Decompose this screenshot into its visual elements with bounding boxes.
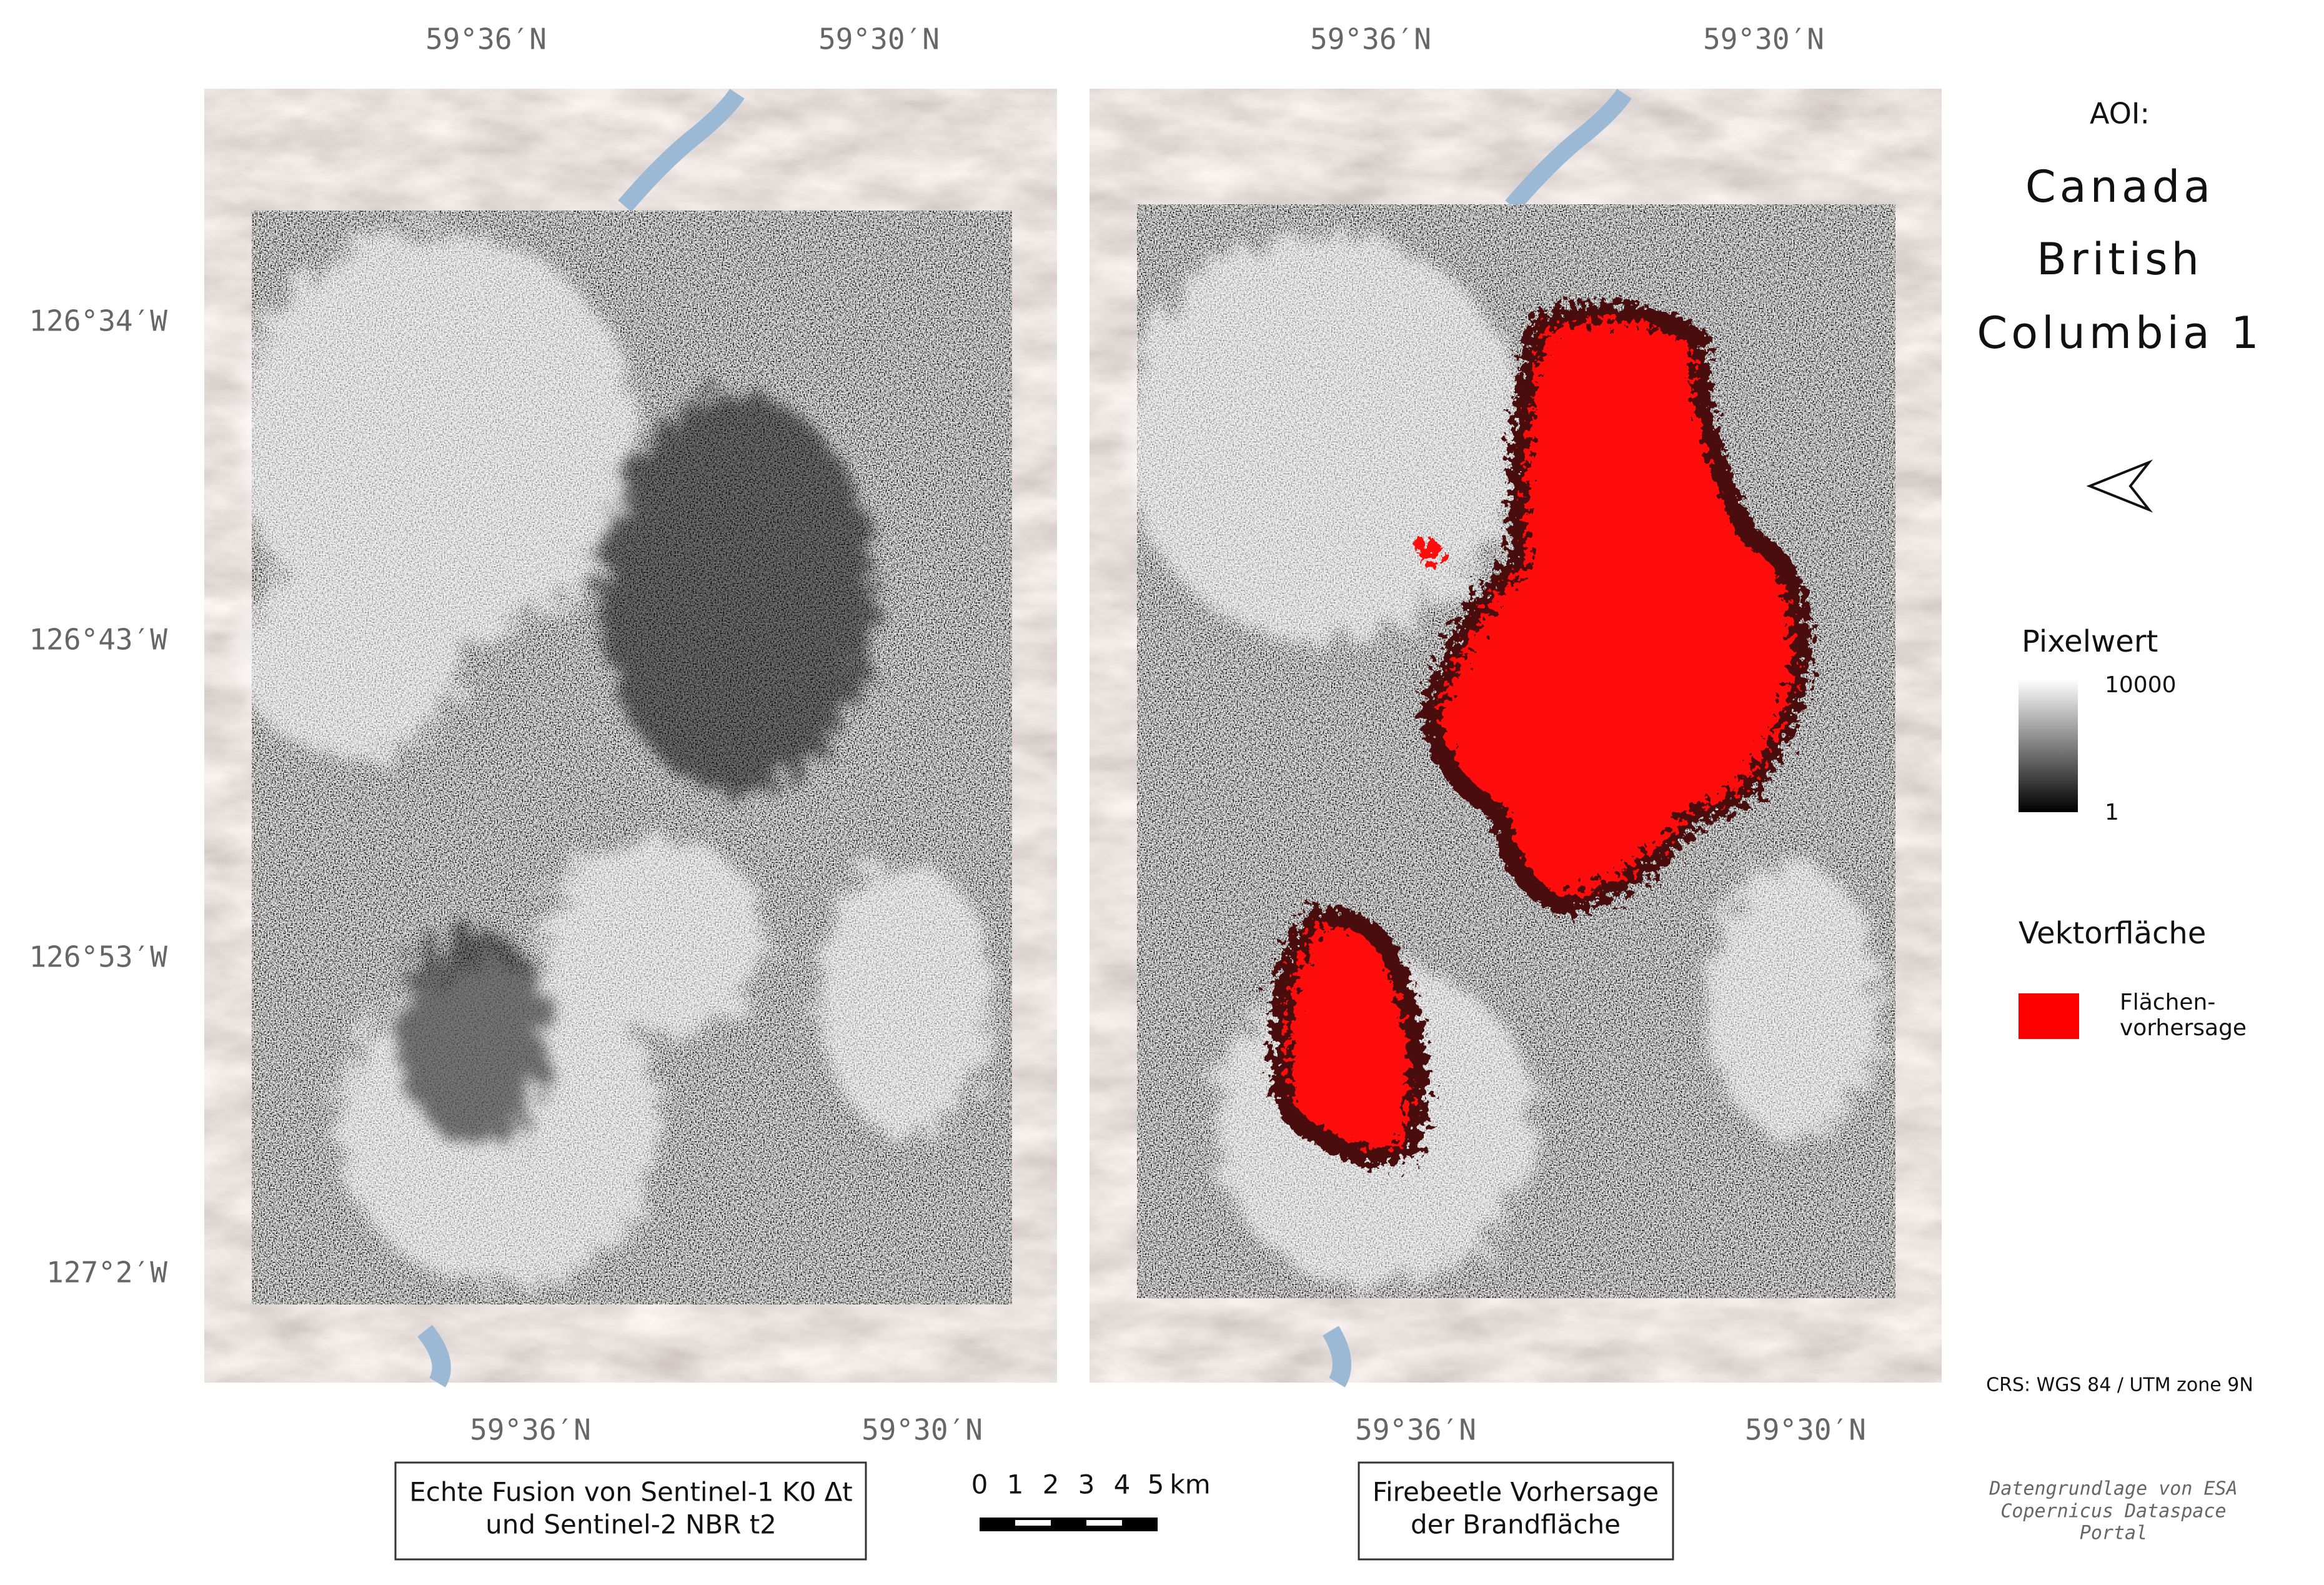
caption-box <box>1358 1461 1674 1561</box>
lon-label: 126°34′W <box>29 304 167 338</box>
scale-label: 1 <box>1007 1469 1024 1500</box>
lon-label: 126°43′W <box>29 623 167 657</box>
caption: Echte Fusion von Sentinel-1 K0 Δt <box>409 1477 853 1508</box>
scale-label: 2 <box>1043 1469 1060 1500</box>
labels: 59°36′N 59°30′N 59°36′N 59°30′N Echte Fusion… <box>29 22 2262 1544</box>
north-arrow <box>2086 459 2153 513</box>
legend-title: Pixelwert <box>2022 624 2158 659</box>
aoi-name: Columbia 1 <box>1977 307 2262 359</box>
map-panel-left <box>204 88 1057 1388</box>
attribution: Copernicus Dataspace <box>2000 1501 2226 1523</box>
lat-label: 59°36′N <box>470 1413 591 1447</box>
caption: und Sentinel-2 NBR t2 <box>485 1509 777 1540</box>
scale-label: 0 <box>971 1469 988 1500</box>
attribution: Portal <box>2080 1523 2147 1544</box>
river <box>618 88 745 212</box>
burn-area <box>1421 302 1811 916</box>
crs-label: CRS: WGS 84 / UTM zone 9N <box>1986 1374 2253 1396</box>
dark-areas <box>400 394 875 1143</box>
river <box>1322 1326 1351 1388</box>
river <box>1505 88 1632 212</box>
vector-swatch <box>2019 993 2079 1039</box>
caption: Firebeetle Vorhersage <box>1373 1477 1659 1508</box>
legend-min: 1 <box>2105 800 2119 825</box>
attribution: Datengrundlage von ESA <box>1989 1478 2237 1500</box>
lat-label: 59°30′N <box>1745 1413 1866 1447</box>
lon-label: 127°2′W <box>46 1256 167 1289</box>
lon-label: 126°53′W <box>29 940 167 974</box>
legend-item: Flächen- <box>2120 990 2215 1015</box>
aoi-name: Canada <box>2025 161 2214 212</box>
lat-label: 59°30′N <box>862 1413 983 1447</box>
map-panel-right <box>1090 88 1942 1388</box>
caption-box <box>394 1461 867 1561</box>
legend-max: 10000 <box>2105 672 2177 698</box>
aoi-name: British <box>2037 234 2203 285</box>
pixel-gradient <box>2019 679 2078 812</box>
scale-label: km <box>1169 1469 1210 1500</box>
legend-title: Vektorfläche <box>2019 916 2206 951</box>
scale-bar <box>980 1518 1158 1531</box>
lat-label: 59°36′N <box>425 22 547 56</box>
scale-label: 4 <box>1114 1469 1131 1500</box>
scale-label: 5 <box>1148 1469 1164 1500</box>
burn-area <box>1270 907 1429 1167</box>
burn-prediction <box>1270 302 1811 1167</box>
river <box>417 1324 451 1388</box>
caption: der Brandfläche <box>1411 1509 1621 1540</box>
lat-label: 59°30′N <box>818 22 940 56</box>
lat-label: 59°36′N <box>1310 22 1431 56</box>
lat-label: 59°30′N <box>1703 22 1824 56</box>
legend-item: vorhersage <box>2120 1015 2247 1041</box>
scale-label: 3 <box>1078 1469 1095 1500</box>
burn-area <box>1418 537 1443 565</box>
lat-label: 59°36′N <box>1355 1413 1476 1447</box>
aoi-label: AOI: <box>2090 97 2150 131</box>
